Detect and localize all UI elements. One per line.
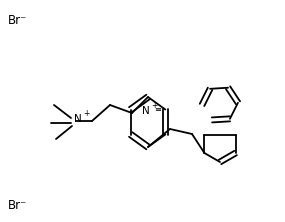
- Text: Br⁻: Br⁻: [8, 198, 27, 212]
- Text: +: +: [151, 101, 157, 110]
- Text: ≡: ≡: [154, 105, 162, 114]
- Text: Br⁻: Br⁻: [8, 14, 27, 26]
- Text: +: +: [83, 109, 89, 117]
- Text: N: N: [74, 114, 82, 124]
- Text: N: N: [142, 106, 150, 116]
